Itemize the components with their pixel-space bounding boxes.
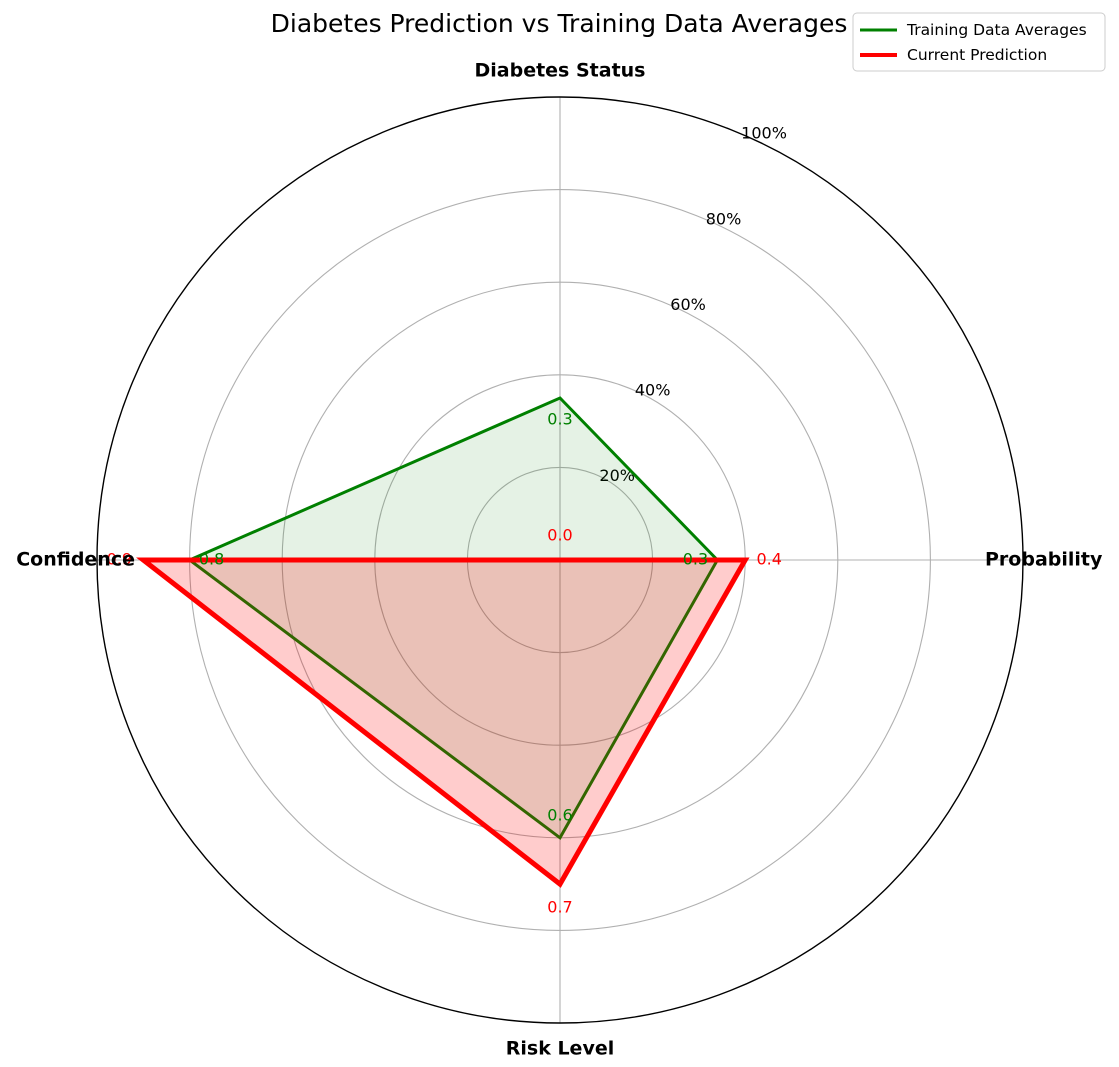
legend: Training Data Averages Current Predictio… [852,12,1106,72]
outer-frame [96,96,1024,1024]
radial-tick-label-5: 100% [741,124,787,143]
label-layer: 0.3 0.3 0.8 0.6 0.4 0.0 0.9 0.7 Probability Diabe… [16,60,1103,1060]
radial-tick-label-4: 80% [706,209,742,228]
value-label-current-prediction-confidence: 0.9 [107,550,132,569]
series-layer [136,396,750,888]
axis-label-risk-level: Risk Level [506,1038,614,1060]
value-label-current-prediction-probability: 0.4 [756,550,781,569]
legend-label-prediction: Current Prediction [907,46,1047,64]
value-label-current-prediction-risk-level: 0.7 [547,898,572,917]
legend-label-training: Training Data Averages [906,21,1087,39]
axis-label-confidence: Confidence [16,549,135,571]
value-label-training-data-averages-diabetes-status: 0.3 [547,409,572,428]
axis-label-probability: Probability [985,549,1103,571]
axis-label-diabetes-status: Diabetes Status [475,60,646,82]
series-fill-current-prediction [143,560,746,885]
radar-grid: 20% 40% 60% 80% 100% [96,96,1024,1024]
value-label-current-prediction-diabetes-status: 0.0 [547,526,572,545]
value-label-training-data-averages-confidence: 0.8 [199,550,224,569]
series-fill-training-data-averages [189,398,718,838]
radial-tick-label-1: 20% [599,466,635,485]
value-label-training-data-averages-probability: 0.3 [683,550,708,569]
radial-tick-label-2: 40% [635,380,671,399]
chart-title: Diabetes Prediction vs Training Data Ave… [271,9,848,38]
value-label-training-data-averages-risk-level: 0.6 [547,805,572,824]
legend-box [852,12,1106,72]
radial-tick-label-3: 60% [670,295,706,314]
